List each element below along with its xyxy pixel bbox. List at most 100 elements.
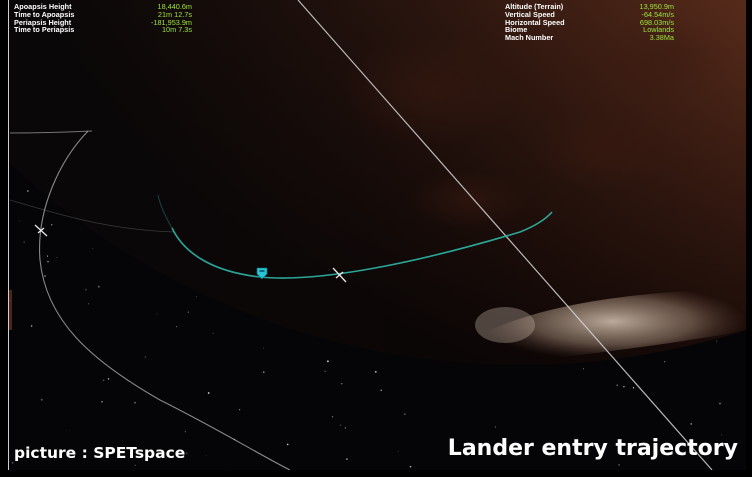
star [721, 434, 723, 436]
surface-feature [530, 110, 670, 190]
star [186, 452, 188, 454]
readout-label: Vertical Speed [505, 9, 555, 19]
readout-row-mach-number: Mach Number 3.38Ma [505, 34, 674, 42]
star [205, 455, 207, 456]
star [40, 398, 43, 401]
star [196, 296, 197, 297]
star [719, 402, 721, 405]
star [27, 190, 29, 192]
star [403, 413, 406, 415]
star [326, 360, 329, 363]
star [107, 378, 110, 380]
star [156, 313, 158, 315]
star [345, 458, 348, 461]
node-marker-icon[interactable] [34, 224, 48, 237]
surface-info-panel: Altitude (Terrain) 13,950.9m Vertical Sp… [505, 3, 674, 42]
readout-row-time-to-apoapsis: Time to Apoapsis 21m 12.7s [14, 9, 192, 19]
star [11, 462, 14, 464]
star [397, 450, 399, 452]
surface-feature [590, 15, 730, 105]
readout-value: 698.03m/s [639, 17, 674, 27]
star [97, 285, 100, 288]
orbit-line [9, 199, 176, 233]
surface-feature [340, 35, 520, 145]
star [187, 311, 190, 313]
readout-row-altitude: Altitude (Terrain) 13,950.9m [505, 3, 674, 11]
projection-line [297, 0, 713, 471]
dust-cloud [480, 283, 746, 360]
star [582, 368, 584, 370]
star [344, 427, 347, 429]
left-frame-border [0, 0, 9, 477]
star [632, 387, 635, 389]
star [134, 464, 136, 466]
star [47, 261, 49, 263]
star [56, 256, 58, 258]
readout-value: Lowlands [643, 25, 674, 35]
planet-night-side [0, 0, 752, 365]
star [175, 325, 178, 328]
node-marker-icon[interactable] [332, 267, 347, 283]
readout-label: Time to Periapsis [14, 25, 75, 35]
orbit-line [9, 130, 93, 134]
star [716, 340, 718, 342]
orbit-info-panel: Apoapsis Height 18,440.6m Time to Apoaps… [14, 3, 192, 34]
star [263, 371, 265, 373]
star [661, 452, 663, 454]
star [238, 408, 241, 411]
star [212, 332, 214, 334]
readout-row-time-to-periapsis: Time to Periapsis 10m 7.3s [14, 26, 192, 34]
readout-label: Horizontal Speed [505, 17, 565, 27]
readout-row-periapsis-height: Periapsis Height -181,953.9m [14, 17, 192, 27]
star [102, 379, 105, 382]
star [616, 384, 618, 386]
readout-value: 13,950.9m [639, 2, 674, 11]
star [331, 416, 334, 418]
star [664, 361, 666, 363]
star [340, 424, 342, 426]
readout-value: 10m 7.3s [161, 25, 192, 35]
lander-trajectory-past [157, 194, 173, 229]
star [101, 400, 103, 403]
star [374, 371, 377, 373]
readout-row-horizontal-speed: Horizontal Speed 698.03m/s [505, 17, 674, 27]
readout-value: 21m 12.7s [157, 9, 192, 19]
star [263, 347, 264, 349]
star [44, 275, 46, 277]
star [380, 389, 382, 392]
lander-trajectory [171, 211, 553, 279]
picture-credit: picture : SPETspace [14, 444, 186, 462]
star [19, 220, 21, 222]
distant-body-edge [9, 290, 12, 330]
star [23, 241, 25, 243]
readout-value: 3.38Ma [649, 33, 674, 43]
orbit-line [39, 130, 291, 471]
readout-row-vertical-speed: Vertical Speed -64.54m/s [505, 9, 674, 19]
readout-label: Biome [505, 25, 528, 35]
readout-row-apoapsis-height: Apoapsis Height 18,440.6m [14, 3, 192, 11]
star [207, 392, 210, 394]
star [409, 465, 412, 468]
star [324, 370, 327, 373]
right-frame-border [746, 0, 752, 477]
readout-label: Mach Number [505, 33, 554, 43]
star [690, 423, 693, 425]
surface-feature [410, 170, 530, 230]
readout-label: Periapsis Height [14, 17, 72, 27]
star [618, 464, 620, 466]
star [30, 325, 33, 327]
vessel-marker-icon[interactable] [256, 267, 268, 280]
dust-cloud [475, 307, 535, 343]
star [46, 255, 49, 257]
star [134, 402, 136, 404]
bottom-frame-border [0, 470, 752, 477]
star [66, 430, 68, 432]
image-title: Lander entry trajectory [447, 436, 738, 461]
readout-label: Time to Apoapsis [14, 9, 75, 19]
readout-value: 18,440.6m [157, 2, 192, 11]
star [85, 288, 87, 291]
star [226, 469, 227, 470]
star [286, 443, 289, 446]
